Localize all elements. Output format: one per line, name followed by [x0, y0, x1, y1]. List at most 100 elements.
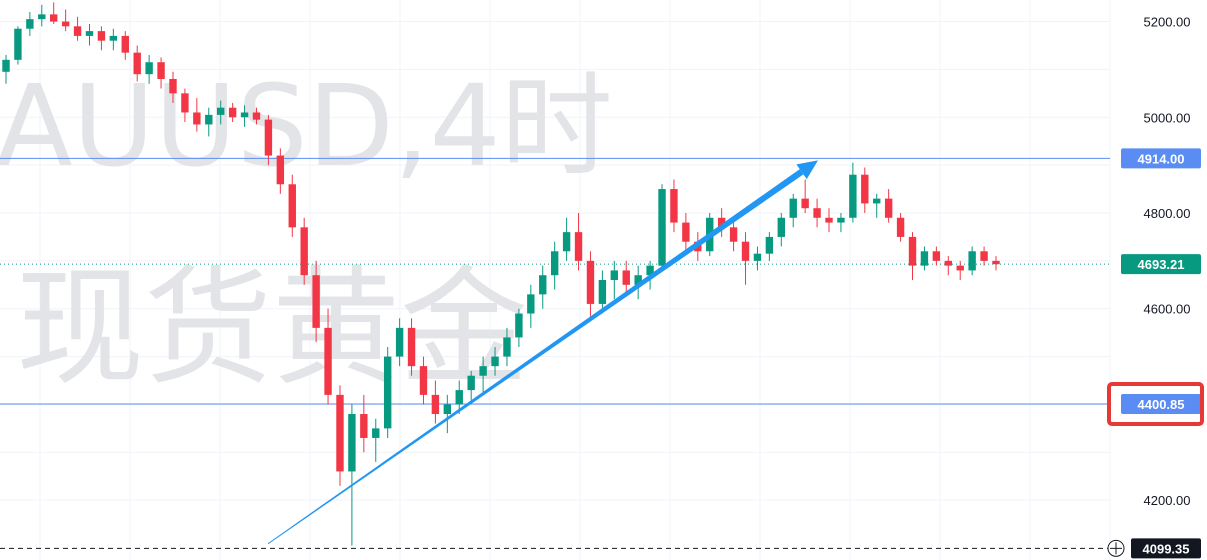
price-axis[interactable]: 5200.00 5000.00 4800.00 4600.00 4200.00 4914.…: [1107, 15, 1204, 559]
candle-body[interactable]: [38, 14, 46, 20]
watermark-symbol: AUUSD,4时: [0, 62, 613, 192]
candle-body[interactable]: [300, 227, 308, 276]
candle-body[interactable]: [765, 236, 774, 254]
candle-body[interactable]: [968, 251, 976, 271]
candle-body[interactable]: [789, 198, 797, 218]
highlight-box: [1107, 382, 1204, 427]
price-badge[interactable]: [1121, 254, 1201, 275]
candle-body[interactable]: [932, 251, 941, 261]
candle-body[interactable]: [527, 294, 535, 314]
candle-body[interactable]: [956, 265, 964, 271]
candle-body[interactable]: [264, 119, 273, 156]
candle-body[interactable]: [586, 260, 595, 304]
candle-body[interactable]: [610, 270, 619, 280]
watermark-name: 现货黄金: [16, 254, 528, 403]
candle-body[interactable]: [324, 327, 332, 395]
candle-body[interactable]: [729, 227, 738, 242]
candle-body[interactable]: [205, 114, 213, 125]
candle-body[interactable]: [908, 236, 917, 266]
candle-body[interactable]: [133, 52, 141, 75]
price-badge-label: 4400.85: [1138, 397, 1185, 412]
candle-body[interactable]: [109, 35, 118, 41]
price-tick-label: 5000.00: [1144, 110, 1191, 125]
candle-body[interactable]: [85, 31, 94, 36]
candle-body[interactable]: [717, 217, 726, 228]
candle-body[interactable]: [26, 19, 34, 29]
trend-arrow[interactable]: [267, 160, 818, 545]
candle-body[interactable]: [825, 217, 833, 223]
candle-body[interactable]: [395, 327, 404, 357]
candle-body[interactable]: [348, 414, 356, 472]
candle-body[interactable]: [980, 251, 988, 261]
candle-body[interactable]: [336, 394, 344, 472]
price-tick-label: 4200.00: [1144, 493, 1191, 508]
candle-body[interactable]: [419, 366, 428, 395]
candle-body[interactable]: [50, 14, 58, 22]
candle-body[interactable]: [217, 107, 225, 115]
candle-body[interactable]: [837, 217, 845, 223]
candle-body[interactable]: [491, 356, 499, 367]
candle-body[interactable]: [169, 78, 177, 94]
candle-body[interactable]: [455, 390, 463, 405]
candle-body[interactable]: [944, 260, 952, 266]
candle-body[interactable]: [920, 251, 929, 266]
candle-body[interactable]: [383, 356, 392, 429]
candle-body[interactable]: [181, 93, 189, 113]
candle-body[interactable]: [372, 428, 380, 438]
candle-body[interactable]: [753, 253, 762, 261]
candle-body[interactable]: [622, 270, 630, 285]
candle-body[interactable]: [777, 217, 785, 237]
candle-body[interactable]: [407, 327, 416, 367]
candle-body[interactable]: [288, 184, 296, 228]
candle-body[interactable]: [97, 31, 106, 41]
candle-body[interactable]: [562, 232, 571, 252]
candle-body[interactable]: [682, 222, 690, 242]
candle-body[interactable]: [467, 375, 475, 391]
candle-body[interactable]: [873, 198, 881, 204]
price-badge[interactable]: [1121, 394, 1201, 415]
price-badge[interactable]: [1121, 148, 1201, 169]
candle-body[interactable]: [503, 337, 511, 357]
candle-body[interactable]: [861, 174, 869, 204]
candle-body[interactable]: [73, 26, 82, 36]
candle-body[interactable]: [443, 404, 452, 415]
candle-body[interactable]: [240, 112, 249, 118]
candle-body[interactable]: [550, 251, 559, 276]
candle-body[interactable]: [539, 275, 547, 295]
candle-body[interactable]: [145, 62, 153, 75]
candle-body[interactable]: [360, 414, 368, 438]
candle-body[interactable]: [670, 189, 678, 223]
price-tick-label: 4800.00: [1144, 206, 1191, 221]
candle-series[interactable]: [2, 2, 1000, 546]
candle-body[interactable]: [2, 59, 10, 72]
candle-body[interactable]: [849, 174, 857, 218]
candle-body[interactable]: [157, 62, 165, 79]
candle-body[interactable]: [14, 28, 22, 60]
candle-body[interactable]: [896, 217, 905, 237]
price-badge[interactable]: [1131, 538, 1201, 559]
candle-body[interactable]: [193, 112, 201, 125]
candle-body[interactable]: [276, 155, 285, 185]
price-badge-label: 4693.21: [1138, 257, 1185, 272]
candle-body[interactable]: [634, 275, 642, 285]
candle-body[interactable]: [658, 189, 666, 266]
trend-arrow-shaft: [267, 169, 804, 545]
candle-body[interactable]: [312, 275, 320, 328]
candle-body[interactable]: [646, 265, 654, 276]
candle-body[interactable]: [252, 112, 261, 120]
candle-body[interactable]: [228, 107, 237, 118]
candle-body[interactable]: [741, 241, 750, 261]
candle-body[interactable]: [884, 198, 893, 218]
candle-body[interactable]: [121, 35, 129, 53]
candle-body[interactable]: [515, 313, 523, 338]
candle-body[interactable]: [431, 394, 440, 415]
candle-body[interactable]: [61, 21, 70, 27]
candle-body[interactable]: [574, 232, 583, 261]
candle-body[interactable]: [479, 366, 487, 376]
candle-body[interactable]: [598, 280, 607, 304]
candle-body[interactable]: [813, 208, 821, 218]
price-badge-label: 4099.35: [1143, 541, 1190, 556]
candle-body[interactable]: [992, 260, 1000, 265]
candle-body[interactable]: [801, 198, 809, 209]
